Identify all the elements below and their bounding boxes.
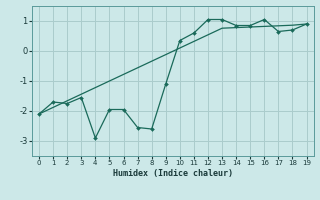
X-axis label: Humidex (Indice chaleur): Humidex (Indice chaleur): [113, 169, 233, 178]
